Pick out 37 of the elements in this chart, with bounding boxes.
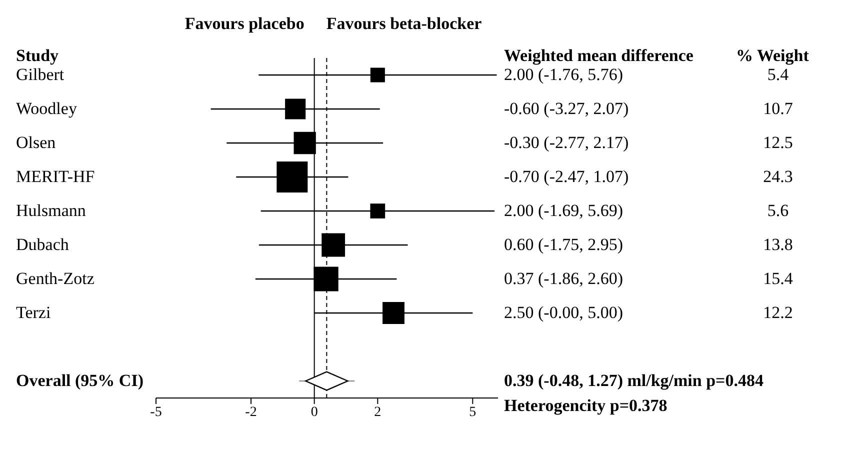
y-axis-title: Study xyxy=(16,46,59,66)
y-tick-label: MERIT-HF xyxy=(16,167,95,186)
text: Favours beta-blocker xyxy=(326,14,482,34)
text: Weighted mean difference xyxy=(504,46,694,66)
y-tick-label: Overall (95% CI) xyxy=(16,371,144,390)
text: 5.6 xyxy=(767,201,789,220)
data-label: 2.00 (-1.69, 5.69) xyxy=(504,201,623,220)
data-label: -0.30 (-2.77, 2.17) xyxy=(504,133,629,152)
y-tick-label: Woodley xyxy=(16,99,78,118)
data-label: 0.37 (-1.86, 2.60) xyxy=(504,269,623,288)
y-tick-label: Olsen xyxy=(16,133,56,152)
x-tick-label: 5 xyxy=(469,404,476,420)
text: % Weight xyxy=(736,46,809,66)
y-tick-label: Genth-Zotz xyxy=(16,269,95,288)
y-tick-label: Terzi xyxy=(16,303,51,322)
text: Heterogencity p=0.378 xyxy=(504,396,668,416)
text: Favours placebo xyxy=(184,14,304,34)
y-tick-label: Dubach xyxy=(16,235,70,254)
text: 5.4 xyxy=(767,65,790,84)
text: 12.5 xyxy=(763,133,793,152)
data-label: -0.60 (-3.27, 2.07) xyxy=(504,99,629,118)
data-label: 2.50 (-0.00, 5.00) xyxy=(504,303,623,322)
x-tick-label: -5 xyxy=(150,404,162,420)
data-label: 0.60 (-1.75, 2.95) xyxy=(504,235,623,254)
text: 10.7 xyxy=(763,99,794,118)
x-tick-label: 0 xyxy=(310,404,318,420)
text: 24.3 xyxy=(763,167,793,186)
y-tick-label: Gilbert xyxy=(16,65,64,84)
text: 13.8 xyxy=(763,235,793,254)
x-tick-label: -2 xyxy=(245,404,257,420)
text: 0.39 (-0.48, 1.27) ml/kg/min p=0.484 xyxy=(504,371,764,390)
text: 15.4 xyxy=(763,269,794,288)
data-label: 2.00 (-1.76, 5.76) xyxy=(504,65,623,84)
y-tick-label: Hulsmann xyxy=(16,201,86,220)
text: 12.2 xyxy=(763,303,793,322)
data-label: -0.70 (-2.47, 1.07) xyxy=(504,167,629,186)
x-tick-label: 2 xyxy=(374,404,382,420)
